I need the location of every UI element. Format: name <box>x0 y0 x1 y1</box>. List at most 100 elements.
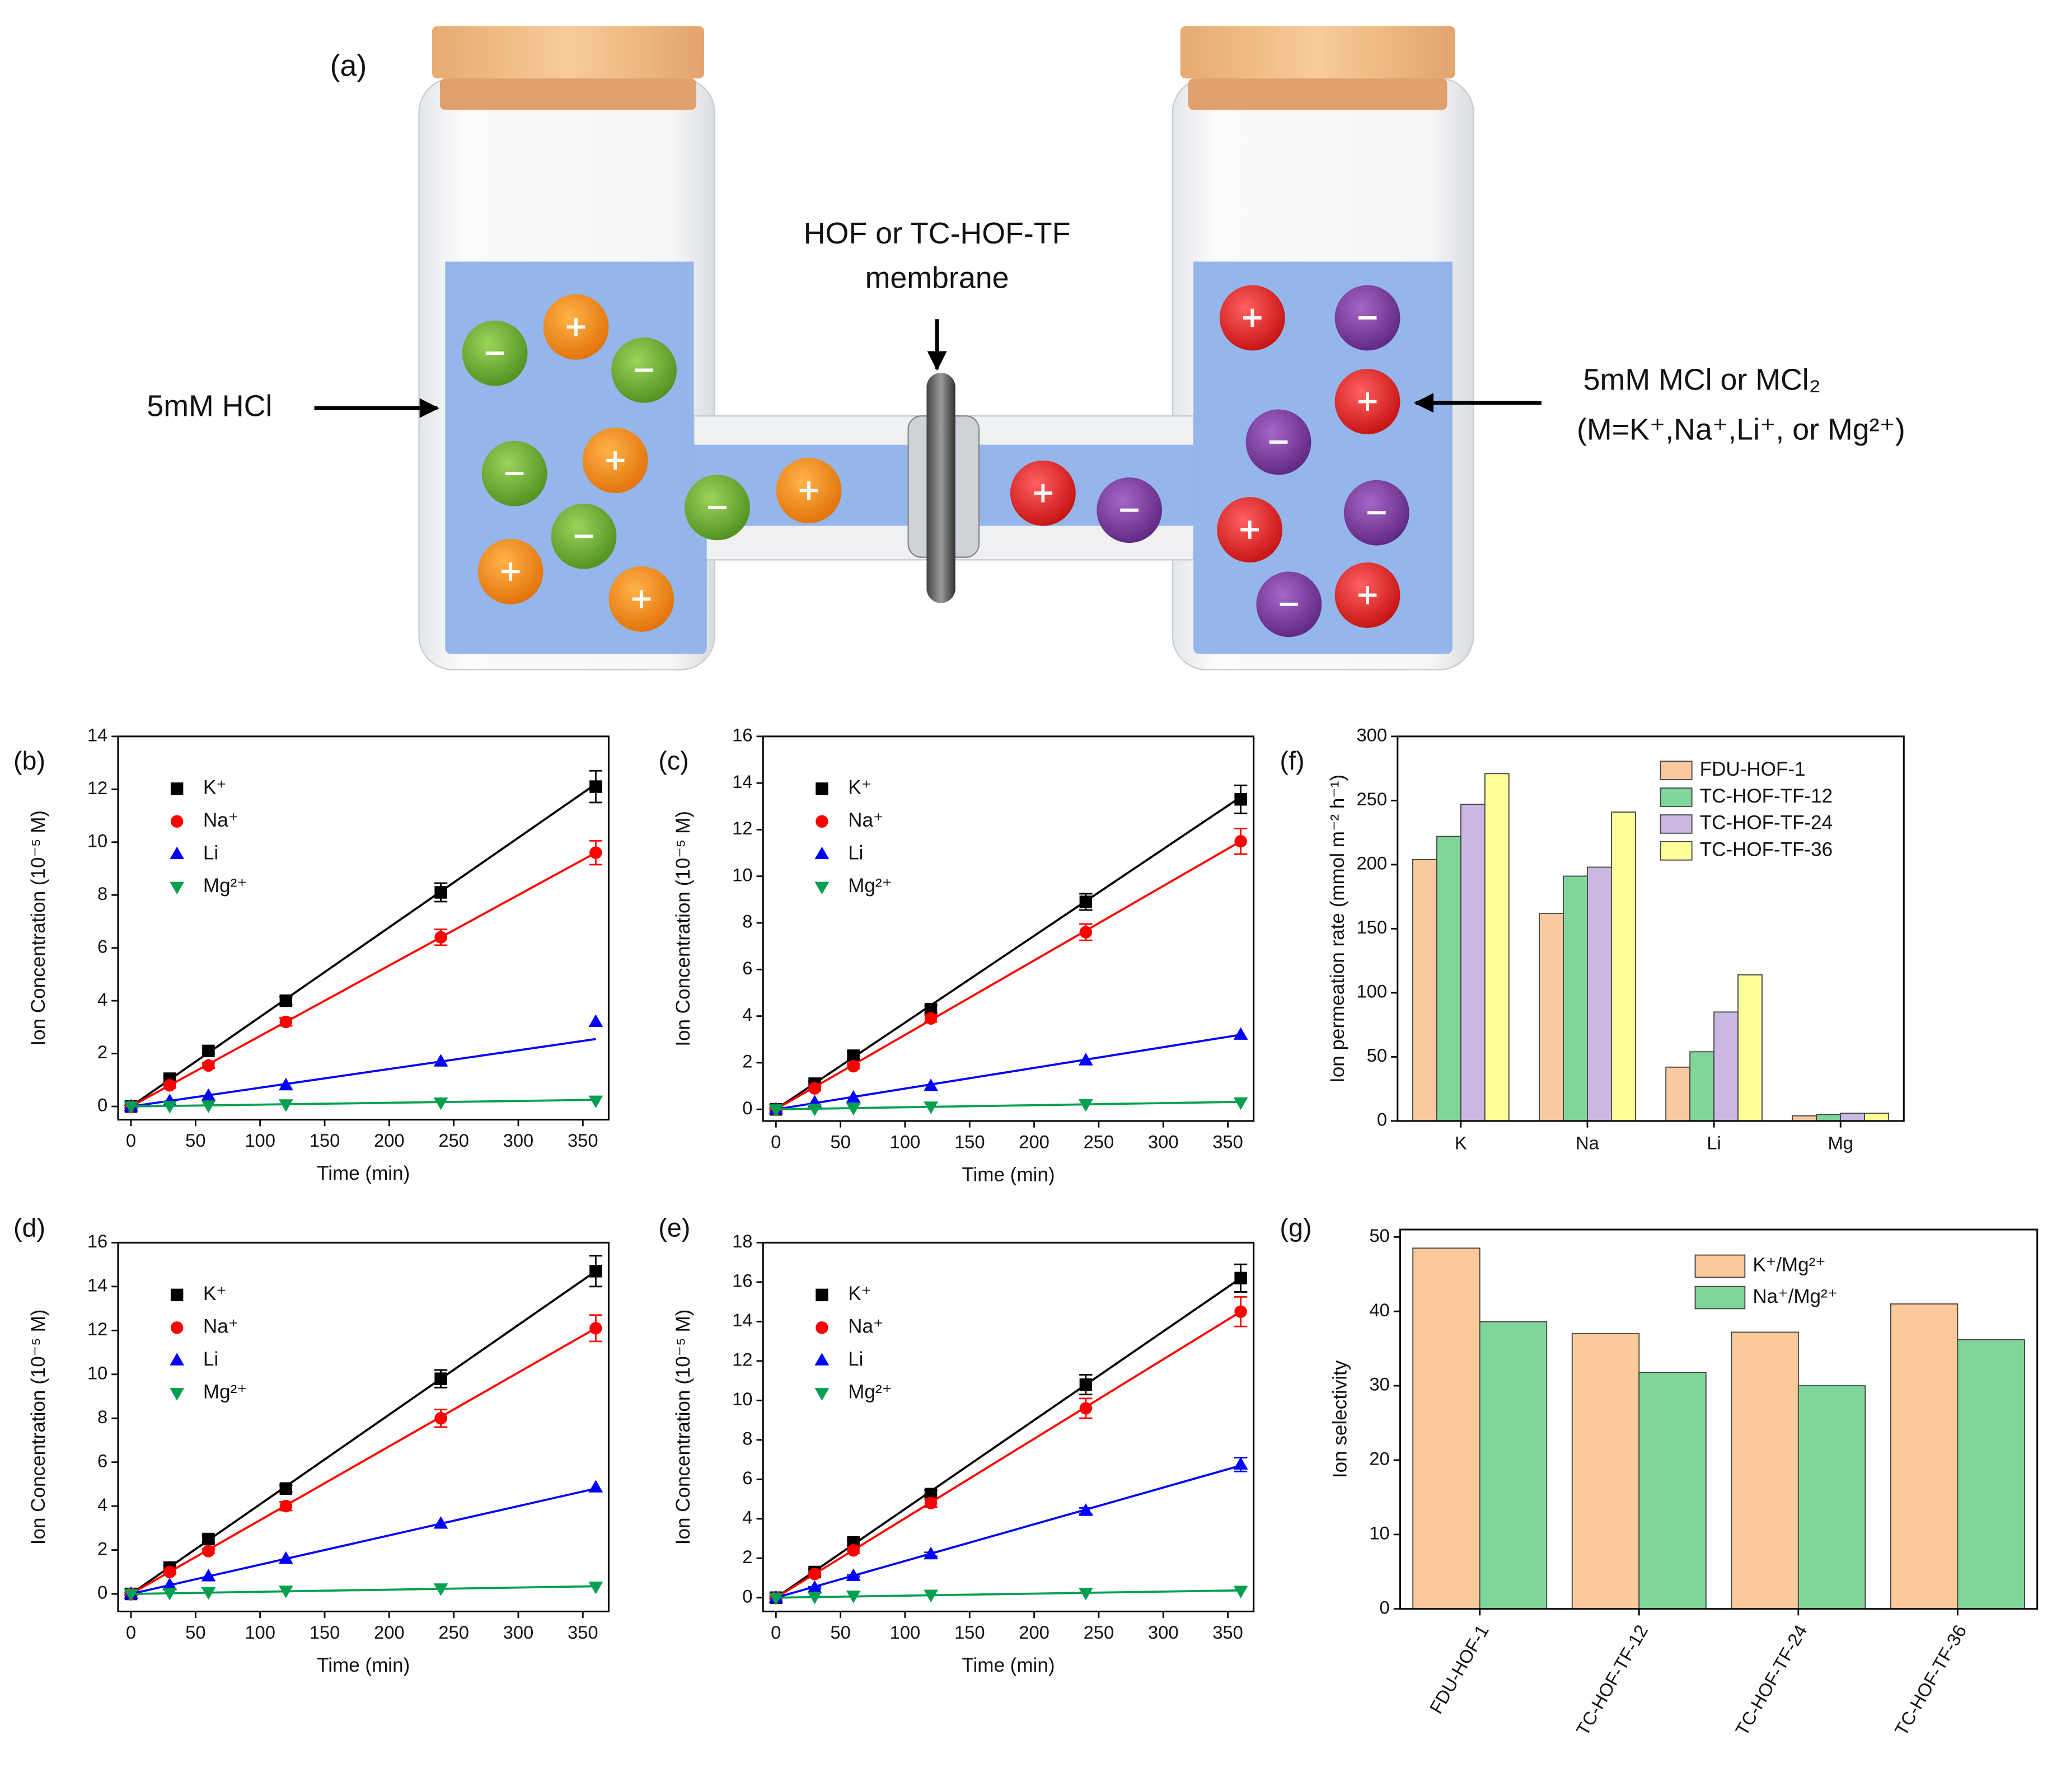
fit-line <box>130 783 597 1108</box>
x-tick-label: TC-HOF-TF-24 <box>1731 1621 1811 1739</box>
marker <box>589 780 602 793</box>
marker <box>1079 1378 1093 1391</box>
fit-line <box>130 1038 596 1108</box>
x-tick-label: 50 <box>185 1622 205 1643</box>
bar <box>1840 1113 1866 1122</box>
fit-line <box>776 1100 1241 1111</box>
legend-label: TC-HOF-TF-12 <box>1700 785 1833 807</box>
x-tick-label: 100 <box>890 1131 921 1152</box>
y-tick-label: 0 <box>1380 1597 1390 1617</box>
x-tick-label: 300 <box>503 1130 534 1151</box>
marker <box>924 1012 938 1025</box>
panel-label: (a) <box>330 49 367 83</box>
y-tick-label: 2 <box>742 1546 752 1567</box>
y-tick-label: 0 <box>97 1095 107 1115</box>
marker <box>170 1353 185 1366</box>
fit-line <box>130 1270 597 1595</box>
marker <box>1078 1053 1093 1066</box>
y-tick-label: 16 <box>732 1270 752 1291</box>
fit-line <box>775 1311 1241 1599</box>
y-tick-label: 8 <box>742 911 752 932</box>
bar <box>1689 1051 1715 1122</box>
y-tick-label: 6 <box>97 1450 107 1471</box>
plot-frame <box>1399 1228 2039 1610</box>
marker <box>202 1532 215 1546</box>
marker <box>816 1321 828 1334</box>
x-tick-label: 100 <box>890 1622 921 1643</box>
left-label: 5mM HCl <box>147 389 272 423</box>
marker <box>588 1095 603 1109</box>
legend-label: Na⁺ <box>203 1316 238 1338</box>
x-tick-label: 350 <box>568 1130 598 1151</box>
marker <box>279 994 293 1007</box>
y-tick-label: 30 <box>1369 1374 1389 1395</box>
marker <box>589 1265 602 1278</box>
marker <box>433 1516 448 1529</box>
x-tick-label: 300 <box>503 1622 534 1643</box>
bar <box>1713 1011 1739 1122</box>
y-tick-label: 10 <box>87 1362 107 1383</box>
legend-label: Li <box>203 1348 218 1370</box>
plot-frame <box>762 735 1255 1122</box>
x-tick-label: 200 <box>1019 1131 1050 1152</box>
bar <box>1610 811 1636 1122</box>
y-tick-label: 2 <box>97 1042 107 1062</box>
marker <box>588 1014 603 1027</box>
x-tick-label: 250 <box>438 1622 469 1643</box>
legend-label: TC-HOF-TF-36 <box>1700 839 1833 861</box>
y-tick-label: 14 <box>732 1310 752 1330</box>
x-tick-label: 300 <box>1148 1622 1179 1643</box>
x-tick-label: 150 <box>954 1622 985 1643</box>
x-tick-label: 250 <box>1084 1622 1114 1643</box>
bar <box>1412 859 1437 1122</box>
marker <box>201 1100 216 1113</box>
legend-swatch <box>1694 1254 1746 1278</box>
marker <box>808 1082 821 1095</box>
marker <box>202 1545 215 1558</box>
y-axis-label: Ion Concentration (10⁻⁵ M) <box>27 810 49 1046</box>
marker <box>1233 1027 1248 1040</box>
marker <box>846 1591 861 1603</box>
marker <box>434 1412 447 1425</box>
marker <box>279 1015 293 1029</box>
y-tick-label: 100 <box>1356 981 1387 1002</box>
legend-label: TC-HOF-TF-24 <box>1700 812 1833 834</box>
marker <box>163 1079 176 1092</box>
diagram: (a) HOF or TC-HOF-TF membrane 5mM HCl 5m… <box>147 26 1905 670</box>
y-tick-label: 6 <box>742 1467 752 1488</box>
y-axis-label: Ion Concentration (10⁻⁵ M) <box>672 811 694 1047</box>
ions <box>462 285 1409 637</box>
y-axis-label: Ion Concentration (10⁻⁵ M) <box>672 1310 694 1545</box>
x-tick-label: 250 <box>438 1130 469 1151</box>
y-tick-label: 8 <box>97 883 107 904</box>
legend-label: Mg²⁺ <box>848 875 892 897</box>
panel-label: (d) <box>13 1213 45 1242</box>
x-tick-label: 100 <box>245 1622 275 1643</box>
legend-label: K⁺/Mg²⁺ <box>1753 1254 1825 1276</box>
right-liquid <box>975 261 1453 654</box>
y-tick-label: 2 <box>97 1538 107 1559</box>
legend-label: Na⁺ <box>848 1316 883 1338</box>
marker <box>1078 1099 1093 1112</box>
marker <box>170 1321 184 1334</box>
bar <box>1816 1114 1842 1122</box>
bar <box>1412 1247 1481 1610</box>
fit-line <box>130 1487 596 1595</box>
y-tick-label: 4 <box>97 1494 107 1515</box>
marker <box>170 782 184 795</box>
marker <box>924 1546 938 1560</box>
marker <box>1079 926 1093 939</box>
y-tick-label: 18 <box>732 1231 752 1251</box>
legend-swatch <box>1660 814 1693 834</box>
right-cap <box>1180 26 1455 79</box>
x-tick-label: 150 <box>310 1130 340 1151</box>
marker <box>170 846 185 860</box>
membrane <box>926 373 955 603</box>
y-tick-label: 50 <box>1369 1225 1389 1246</box>
y-tick-label: 16 <box>732 724 752 745</box>
y-tick-label: 150 <box>1356 917 1387 937</box>
bar <box>1479 1321 1548 1610</box>
y-tick-label: 0 <box>97 1582 107 1603</box>
x-tick-label: 300 <box>1148 1131 1179 1152</box>
